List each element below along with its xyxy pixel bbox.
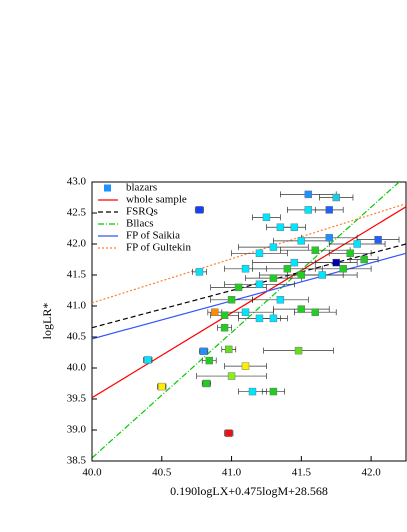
point — [241, 308, 250, 316]
point — [144, 356, 152, 364]
point — [199, 347, 208, 355]
y-tick-label: 43.0 — [67, 176, 87, 188]
x-tick-label: 41.5 — [292, 467, 312, 479]
point — [241, 362, 250, 370]
point — [290, 258, 299, 267]
point — [195, 206, 204, 214]
fit-line — [92, 206, 406, 399]
point — [311, 246, 319, 254]
point — [269, 387, 278, 396]
point — [294, 346, 303, 355]
legend-label: FP of Saikia — [126, 230, 180, 242]
point — [311, 308, 319, 316]
fit-line — [92, 182, 400, 459]
point — [202, 379, 211, 388]
plot-frame — [91, 181, 407, 462]
legend-label: FSRQs — [126, 206, 158, 218]
point — [353, 240, 361, 248]
x-tick-label: 40.5 — [152, 467, 172, 479]
point — [211, 308, 219, 316]
legend-label: blazars — [126, 182, 157, 194]
y-axis-label: logLR* — [40, 303, 54, 340]
point — [332, 258, 340, 267]
point — [339, 265, 347, 273]
y-tick-label: 40.0 — [67, 362, 87, 374]
point — [304, 206, 313, 214]
fit-line — [92, 243, 406, 329]
point — [255, 249, 264, 258]
point — [325, 234, 333, 242]
point — [227, 296, 236, 304]
point — [318, 271, 326, 279]
y-tick-label: 40.5 — [67, 331, 87, 343]
y-tick-label: 41.5 — [67, 269, 87, 281]
points — [143, 190, 400, 437]
x-tick-label: 41.0 — [222, 467, 242, 479]
point — [255, 280, 264, 288]
point — [262, 213, 271, 222]
point — [225, 345, 233, 354]
point — [374, 235, 382, 244]
point — [255, 314, 264, 323]
point — [227, 372, 236, 380]
x-axis-label: 0.190logLX+0.475logM+28.568 — [170, 484, 328, 498]
point — [290, 223, 299, 231]
point — [241, 265, 250, 273]
point — [205, 356, 213, 365]
point — [234, 283, 243, 292]
point — [297, 271, 306, 279]
point — [360, 255, 368, 264]
point — [269, 274, 278, 282]
point — [297, 305, 306, 313]
point — [276, 223, 285, 231]
x-tick-label: 42.0 — [361, 467, 381, 479]
point — [195, 268, 204, 276]
y-tick-label: 41.0 — [67, 300, 87, 312]
point — [248, 387, 257, 396]
point — [283, 265, 292, 273]
point — [297, 237, 306, 245]
point — [276, 296, 285, 304]
x-tick-label: 40.0 — [82, 467, 102, 479]
point — [225, 429, 233, 437]
fit-line — [92, 252, 406, 340]
point — [346, 249, 354, 258]
y-tick-label: 39.0 — [67, 424, 87, 436]
point — [269, 243, 278, 251]
point — [220, 311, 229, 319]
point — [325, 206, 333, 214]
legend-label: FP of Gultekin — [126, 242, 191, 254]
legend-label: whole sample — [126, 194, 187, 206]
legend-marker — [104, 184, 111, 192]
legend-label: Bllacs — [126, 218, 154, 230]
y-tick-label: 42.0 — [67, 238, 87, 250]
point — [220, 324, 229, 332]
y-tick-label: 38.5 — [67, 455, 87, 467]
point — [332, 193, 340, 202]
y-tick-label: 42.5 — [67, 207, 87, 219]
point — [269, 314, 278, 323]
point — [304, 190, 313, 199]
point — [158, 382, 166, 391]
y-tick-label: 39.5 — [67, 393, 87, 405]
